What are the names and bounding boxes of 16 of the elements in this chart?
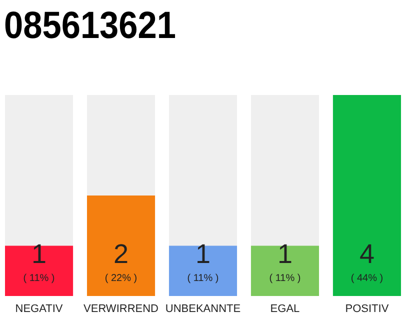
annotation: ( 44% ) — [350, 273, 384, 284]
annotation: ( 11% ) — [269, 273, 301, 284]
x-tick-label: POSITIV — [345, 303, 390, 315]
annotation: ( 11% ) — [187, 273, 219, 284]
annotation: ( 11% ) — [23, 273, 55, 284]
data-label: 2 — [113, 239, 129, 269]
chart-title: 085613621 — [4, 5, 194, 47]
x-tick-label: EGAL — [270, 303, 300, 315]
x-tick-label: UNBEKANNTE — [165, 303, 241, 315]
data-label: 4 — [359, 239, 374, 269]
x-tick-label: NEGATIV — [15, 303, 64, 315]
x-tick-label: VERWIRREND — [84, 303, 159, 315]
data-label: 1 — [32, 239, 47, 269]
data-label: 1 — [277, 239, 293, 269]
annotation: ( 22% ) — [104, 273, 138, 284]
data-label: 1 — [195, 239, 211, 269]
